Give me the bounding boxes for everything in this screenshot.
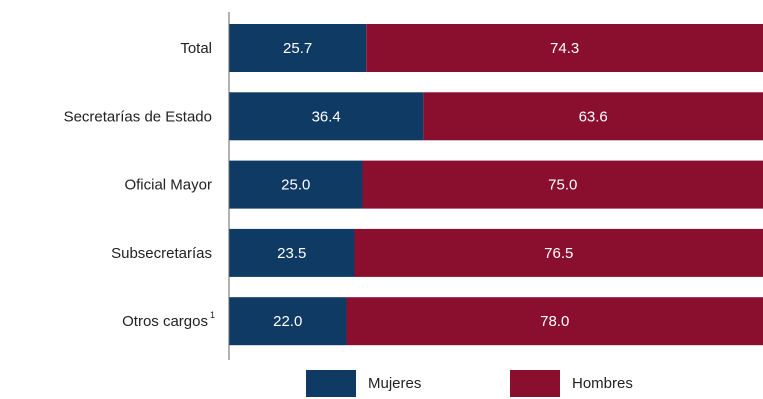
data-label-hombres-oficial-mayor: 75.0 <box>548 177 577 194</box>
legend-item-mujeres: Mujeres <box>306 368 421 398</box>
bar-hombres-total <box>366 24 763 72</box>
bar-mujeres-otros-cargos <box>229 297 347 346</box>
data-label-hombres-subsecretarias: 76.5 <box>544 245 573 262</box>
bar-hombres-otros-cargos <box>346 297 763 346</box>
data-label-mujeres-total: 25.7 <box>283 40 312 57</box>
data-label-mujeres-secretarias-de-estado: 36.4 <box>312 108 341 125</box>
data-label-mujeres-subsecretarias: 23.5 <box>277 245 306 262</box>
bar-mujeres-total <box>229 24 367 72</box>
legend-label-hombres: Hombres <box>572 374 633 392</box>
bar-hombres-oficial-mayor <box>362 160 763 209</box>
legend-item-hombres: Hombres <box>510 368 633 398</box>
data-label-hombres-total: 74.3 <box>550 40 579 57</box>
category-label-otros-cargos: Otros cargos <box>122 313 208 330</box>
category-label-total: Total <box>180 40 212 57</box>
legend-swatch-hombres <box>510 369 560 397</box>
bar-mujeres-subsecretarias <box>229 228 355 277</box>
data-label-hombres-secretarias-de-estado: 63.6 <box>579 108 608 125</box>
data-label-mujeres-oficial-mayor: 25.0 <box>281 177 310 194</box>
bar-mujeres-oficial-mayor <box>229 160 363 209</box>
category-label-subsecretarias: Subsecretarías <box>111 245 212 262</box>
category-label-oficial-mayor: Oficial Mayor <box>124 177 212 194</box>
data-label-hombres-otros-cargos: 78.0 <box>540 313 569 330</box>
bar-hombres-secretarias-de-estado <box>423 92 763 141</box>
bar-hombres-subsecretarias <box>354 228 763 277</box>
data-label-mujeres-otros-cargos: 22.0 <box>273 313 302 330</box>
category-label-secretarias-de-estado: Secretarías de Estado <box>64 108 212 125</box>
bar-mujeres-secretarias-de-estado <box>229 92 424 141</box>
legend: Mujeres Hombres <box>0 368 763 398</box>
legend-swatch-mujeres <box>306 369 356 397</box>
legend-label-mujeres: Mujeres <box>368 374 422 392</box>
category-superscript-otros-cargos: 1 <box>210 310 215 320</box>
